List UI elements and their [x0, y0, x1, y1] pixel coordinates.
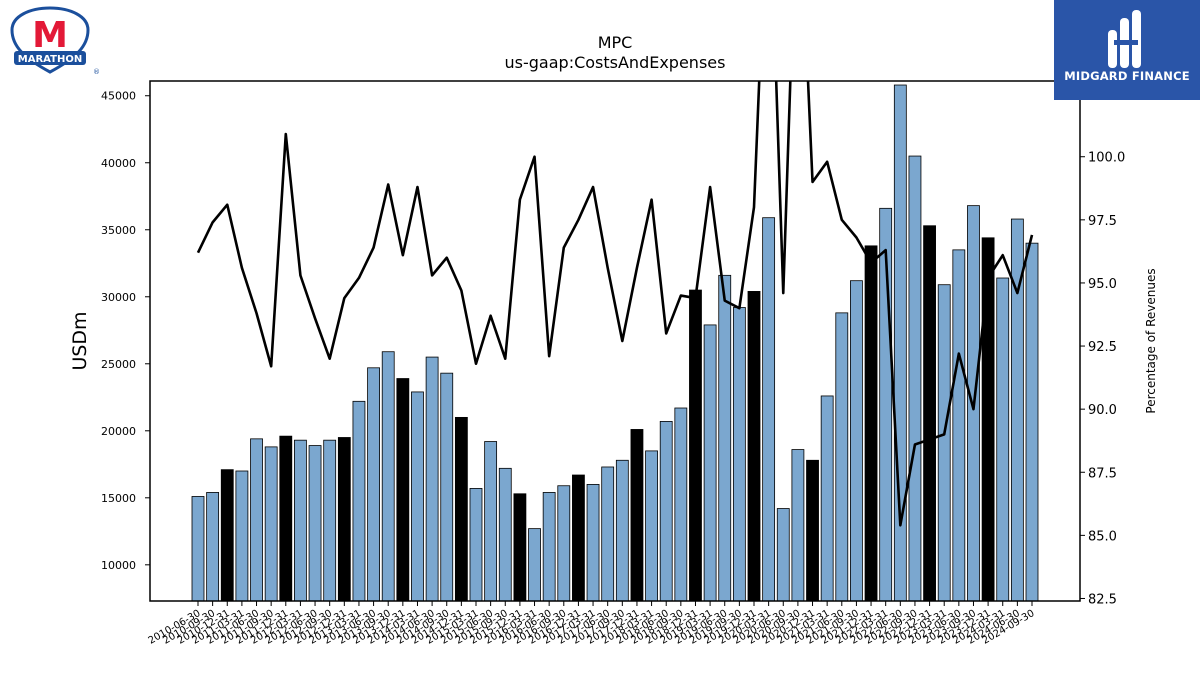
bar-2019-09-30	[732, 307, 746, 602]
bar-2020-12-31	[806, 459, 819, 602]
y2-axis-ticks: 82.5 85.0 87.5 90.0 92.5 95.0 97.5 100.0	[1080, 151, 1125, 607]
bar-2017-09-30	[615, 459, 629, 602]
bar-2013-09-30	[381, 351, 395, 602]
y-tick-label: 20000	[101, 425, 136, 438]
bar-2015-03-31	[469, 488, 483, 602]
bar-2014-12-31	[454, 416, 468, 602]
bar-2019-06-30	[718, 274, 732, 602]
bar-2018-06-30	[659, 421, 673, 602]
bar-2021-06-30	[835, 312, 849, 602]
bar-2016-12-31	[572, 474, 585, 602]
y-tick-label: 25000	[101, 358, 136, 371]
bar-2014-06-30	[425, 356, 439, 602]
bar-2024-09-30	[1025, 242, 1039, 602]
y2-tick-label: 90.0	[1088, 403, 1117, 418]
bar-2010-06-30	[191, 496, 205, 602]
midgard-finance-logo: MIDGARD FINANCE	[1054, 0, 1200, 100]
bar-2022-09-30	[908, 155, 922, 602]
chart-subtitle: us-gaap:CostsAndExpenses	[505, 53, 726, 72]
bar-2017-12-31	[630, 429, 644, 602]
y2-tick-label: 82.5	[1088, 592, 1117, 607]
bar-2017-03-31	[586, 483, 600, 602]
bar-2024-03-31	[996, 277, 1010, 602]
bar-2017-06-30	[601, 466, 615, 602]
bar-2012-12-31	[337, 437, 351, 602]
bar-2011-12-31	[279, 435, 293, 602]
bar-2020-03-31	[762, 217, 776, 602]
y2-tick-label: 87.5	[1088, 466, 1117, 481]
bar-2018-03-31	[645, 450, 658, 602]
bar-2023-06-30	[952, 249, 966, 602]
y2-axis-label: Percentage of Revenues	[1144, 268, 1158, 413]
x-axis-ticks: 2010-06-302010-09-302010-12-312011-03-31…	[147, 601, 1037, 647]
y-tick-label: 10000	[101, 559, 136, 572]
bar-2020-06-30	[776, 508, 790, 602]
y-tick-label: 30000	[101, 291, 136, 304]
bars-layer	[191, 84, 1039, 602]
bar-2012-06-30	[308, 445, 322, 602]
registered-mark: ®	[93, 68, 100, 76]
bar-2013-06-30	[367, 367, 380, 602]
y-tick-label: 15000	[101, 492, 136, 505]
bar-2021-09-30	[850, 280, 863, 602]
bar-2016-03-31	[528, 528, 541, 602]
bar-2018-09-30	[674, 407, 688, 602]
bar-2012-03-31	[294, 439, 307, 602]
bar-2019-12-31	[747, 291, 761, 602]
percentage-line	[196, 81, 1034, 527]
bar-2011-03-31	[235, 470, 249, 602]
bar-2014-09-30	[440, 372, 454, 602]
y2-tick-label: 85.0	[1088, 529, 1117, 544]
midgard-emblem-icon	[1108, 10, 1141, 68]
y-tick-label: 45000	[101, 90, 136, 103]
bar-2021-12-31	[864, 245, 878, 602]
bar-2015-06-30	[484, 441, 498, 602]
bar-2014-03-31	[411, 391, 424, 602]
y2-tick-label: 92.5	[1088, 340, 1117, 355]
y-tick-label: 35000	[101, 224, 136, 237]
line-layer	[196, 81, 1034, 527]
bar-2023-03-31	[937, 284, 951, 602]
marathon-mark: M	[32, 15, 68, 56]
bar-2020-09-30	[791, 449, 805, 602]
bar-2021-03-31	[820, 395, 834, 602]
bar-2018-12-31	[689, 289, 702, 602]
marathon-logo: M MARATHON ®	[4, 4, 100, 76]
y2-tick-label: 97.5	[1088, 214, 1117, 229]
bar-2013-12-31	[396, 378, 410, 602]
bar-2015-09-30	[498, 467, 512, 602]
chart-title: MPC	[598, 33, 633, 52]
bar-2013-03-31	[352, 400, 366, 602]
y2-tick-label: 95.0	[1088, 277, 1117, 292]
bar-2010-09-30	[206, 492, 220, 602]
y2-tick-label: 100.0	[1088, 151, 1125, 166]
marathon-wordmark: MARATHON	[18, 54, 82, 65]
bar-2011-09-30	[264, 446, 278, 602]
bar-2011-06-30	[250, 438, 263, 602]
bar-2016-09-30	[557, 485, 571, 602]
bar-2023-12-31	[981, 237, 995, 602]
bar-2015-12-31	[513, 493, 527, 602]
y-axis-label: USDm	[69, 311, 91, 370]
bar-2016-06-30	[542, 492, 556, 602]
bar-2012-09-30	[323, 439, 337, 602]
plot-frame	[149, 80, 1081, 602]
bar-2019-03-31	[703, 324, 717, 602]
midgard-wordmark: MIDGARD FINANCE	[1064, 69, 1190, 83]
bar-2022-12-31	[923, 225, 936, 602]
y-axis-ticks: 10000 15000 20000 25000 30000 35000 40000 45000	[101, 90, 150, 572]
bar-2010-12-31	[220, 469, 234, 602]
y-tick-label: 40000	[101, 157, 136, 170]
